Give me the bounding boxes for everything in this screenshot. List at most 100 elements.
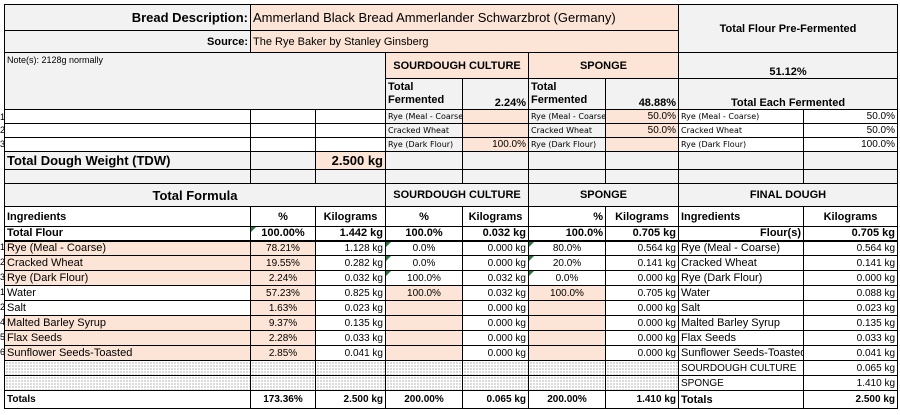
table-row: Total Formula SOURDOUGH CULTURE SPONGE FINA…	[4, 183, 899, 207]
sc-percent-input[interactable]	[462, 123, 529, 138]
sp-pct-input[interactable]: 0.0%	[528, 270, 606, 286]
table-row: Salt 1.63% 0.023 kg 0.000 kg 0.000 kg Salt 0.0…	[4, 300, 899, 316]
table-row: Rye (Meal - Coarse) Rye (Meal - Coarse) 50…	[4, 109, 899, 124]
sp-ingredient: Rye (Meal - Coarse)	[528, 109, 606, 124]
cell[interactable]	[4, 137, 251, 152]
ingredient-name[interactable]: Flax Seeds	[4, 330, 251, 346]
cell	[528, 375, 606, 391]
ingredient-name[interactable]: Rye (Dark Flour)	[4, 270, 251, 286]
sp-kg: 0.705 kg	[605, 285, 679, 301]
cell	[462, 360, 529, 376]
sp-total-fermented-label: Total Fermented	[528, 78, 606, 110]
sp-pct-input[interactable]	[528, 330, 606, 346]
description-label: Bread Description:	[4, 4, 251, 31]
sp-pct-input[interactable]	[528, 300, 606, 316]
ingredient-name[interactable]: Salt	[4, 300, 251, 316]
cell	[462, 151, 529, 170]
ingredient-pct-input[interactable]: 57.23%	[250, 285, 316, 301]
sc-pct-input[interactable]	[385, 345, 463, 361]
cell[interactable]	[315, 137, 386, 152]
final-dough-title: FINAL DOUGH	[677, 183, 899, 207]
sc-pct-input[interactable]	[385, 330, 463, 346]
sp-pct-header: %	[528, 206, 606, 227]
ingredient-name[interactable]: Malted Barley Syrup	[4, 315, 251, 331]
ingredient-pct-input[interactable]: 1.63%	[250, 300, 316, 316]
sp-pct-input[interactable]: 100.0%	[528, 285, 606, 301]
sc-pct-input[interactable]: 0.0%	[385, 255, 463, 271]
notes-field[interactable]: Note(s): 2128g normally	[4, 52, 386, 110]
ingredient-name[interactable]: Water	[4, 285, 251, 301]
ingredient-pct-input[interactable]: 2.24%	[250, 270, 316, 286]
cell	[528, 360, 606, 376]
cell[interactable]	[250, 123, 316, 138]
ingredient-kg: 0.135 kg	[315, 315, 386, 331]
ingredient-name[interactable]: Rye (Meal - Coarse)	[4, 240, 251, 256]
source-input[interactable]: The Rye Baker by Stanley Ginsberg	[250, 30, 679, 53]
ingredient-name[interactable]: Sunflower Seeds-Toasted	[4, 345, 251, 361]
row-index: 1	[0, 113, 4, 122]
sp-totals-kg: 1.410 kg	[605, 390, 679, 409]
sp-percent-input[interactable]: 50.0%	[605, 123, 679, 138]
sc-percent-input[interactable]	[462, 109, 529, 124]
sp-kg: 0.564 kg	[605, 240, 679, 256]
cell[interactable]	[315, 123, 386, 138]
total-formula-title: Total Formula	[4, 183, 386, 207]
ingredient-pct-input[interactable]: 9.37%	[250, 315, 316, 331]
sc-kg: 0.000 kg	[462, 255, 529, 271]
cell[interactable]	[315, 109, 386, 124]
kg-header: Kilograms	[315, 206, 386, 227]
cell	[315, 169, 386, 184]
table-row: Cracked Wheat Cracked Wheat 50.0% Cracked W…	[4, 123, 899, 138]
description-input[interactable]: Ammerland Black Bread Ammerlander Schwar…	[250, 4, 679, 31]
sc-pct-header: %	[385, 206, 463, 227]
ingredient-kg: 0.282 kg	[315, 255, 386, 271]
sp-pct-input[interactable]: 20.0%	[528, 255, 606, 271]
cell	[528, 151, 606, 170]
ingredient-pct-input[interactable]: 2.28%	[250, 330, 316, 346]
sc-pct-input[interactable]	[385, 300, 463, 316]
sc-kg-header: Kilograms	[462, 206, 529, 227]
table-row: Flax Seeds 2.28% 0.033 kg 0.000 kg 0.000 kg F…	[4, 330, 899, 346]
sc-pct-input[interactable]: 100.0%	[385, 285, 463, 301]
cell[interactable]	[250, 137, 316, 152]
ingredient-name[interactable]: Cracked Wheat	[4, 255, 251, 271]
sp-pct-input[interactable]	[528, 315, 606, 331]
table-row: Rye (Dark Flour) 2.24% 0.032 kg 100.0% 0.032…	[4, 270, 899, 286]
sp-percent-input[interactable]: 50.0%	[605, 109, 679, 124]
fd-ingredients-header: Ingredients	[678, 206, 804, 227]
tdw-input[interactable]: 2.500 kg	[315, 151, 386, 170]
ingredient-kg: 0.041 kg	[315, 345, 386, 361]
totals-label: Totals	[4, 390, 251, 409]
cell[interactable]	[4, 109, 251, 124]
sp-kg: 0.000 kg	[605, 300, 679, 316]
row-index: 1	[0, 243, 4, 252]
cell	[250, 360, 316, 376]
sp-pct-input[interactable]	[528, 345, 606, 361]
sp-percent-input[interactable]	[605, 137, 679, 152]
ingredient-pct-input[interactable]: 19.55%	[250, 255, 316, 271]
sc-kg: 0.000 kg	[462, 345, 529, 361]
sp-pct-input[interactable]: 80.0%	[528, 240, 606, 256]
cell	[462, 169, 529, 184]
total-flour-pct: 100.00%	[250, 226, 316, 242]
table-row: Total Flour 100.00% 1.442 kg 100.0% 0.032 kg…	[4, 226, 899, 242]
total-flour-label: Total Flour	[4, 226, 251, 242]
sp-kg: 0.141 kg	[605, 255, 679, 271]
cell[interactable]	[4, 123, 251, 138]
sp-flour-pct: 100.0%	[528, 226, 606, 242]
ingredients-header: Ingredients	[4, 206, 251, 227]
cell[interactable]	[250, 109, 316, 124]
table-row: Water 57.23% 0.825 kg 100.0% 0.032 kg 100.0% 0…	[4, 285, 899, 301]
sc-pct-input[interactable]	[385, 315, 463, 331]
table-row: Rye (Meal - Coarse) 78.21% 1.128 kg 0.0% 0.0…	[4, 240, 899, 256]
ingredient-pct-input[interactable]: 78.21%	[250, 240, 316, 256]
sc-pct-input[interactable]: 0.0%	[385, 240, 463, 256]
sc-percent-input[interactable]: 100.0%	[462, 137, 529, 152]
sc-ingredient: Rye (Meal - Coarse)	[385, 109, 463, 124]
fd-preferment-kg: 1.410 kg	[802, 375, 899, 391]
ingredient-pct-input[interactable]: 2.85%	[250, 345, 316, 361]
fd-totals-label: Totals	[678, 390, 804, 409]
fd-ingredient: Rye (Dark Flour)	[678, 270, 804, 286]
table-row: SPONGE 1.410 kg	[4, 375, 899, 391]
sc-pct-input[interactable]: 100.0%	[385, 270, 463, 286]
